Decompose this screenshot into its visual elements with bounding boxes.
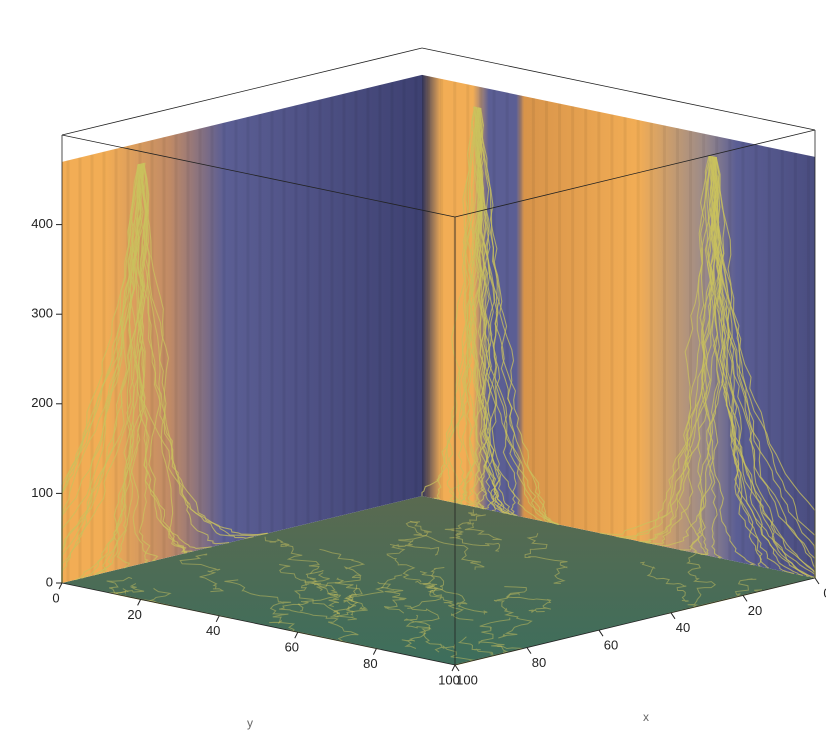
surface-trace — [457, 107, 479, 506]
x-tick — [598, 629, 604, 637]
surface-trace — [712, 156, 816, 578]
surface-trace — [401, 614, 430, 649]
z-tick-label: 400 — [31, 216, 53, 231]
y-tick — [372, 648, 377, 655]
box-edge — [454, 577, 816, 666]
x-tick-label: 80 — [532, 655, 546, 670]
z-tick-label: 300 — [31, 306, 53, 321]
surface-trace — [61, 163, 149, 583]
surface-trace — [697, 155, 715, 556]
surface-trace — [336, 584, 368, 621]
y-tick — [294, 631, 299, 639]
surface-trace — [398, 520, 440, 556]
box-edge — [61, 47, 423, 136]
surface-trace — [697, 156, 721, 555]
surface-trace — [131, 164, 159, 562]
surface-trace — [715, 156, 769, 569]
surface-trace — [179, 553, 225, 593]
x-tick — [742, 595, 748, 602]
x-tick-label: 100 — [456, 672, 478, 687]
surface-trace — [139, 162, 230, 545]
surface-trace — [464, 509, 502, 541]
surface-trace — [278, 603, 359, 643]
surface-trace — [493, 593, 533, 639]
surface-trace — [462, 107, 492, 510]
x-tick-label: 0 — [823, 585, 826, 600]
y-tick-label: 60 — [285, 640, 299, 655]
y-tick-label: 0 — [52, 590, 59, 605]
y-tick-label: 80 — [363, 656, 377, 671]
surface-trace — [469, 106, 512, 516]
box-edge — [421, 47, 816, 131]
x-tick — [814, 577, 820, 585]
surface-trace — [130, 164, 150, 563]
surface-trace — [404, 605, 445, 653]
surface-trace — [686, 553, 717, 609]
box-frame — [61, 47, 816, 666]
surface-trace — [475, 107, 559, 525]
surface-trace — [93, 163, 148, 576]
surface-trace — [473, 107, 490, 510]
surface-trace — [343, 574, 403, 616]
surface-trace — [475, 106, 550, 523]
x-tick-label: 60 — [604, 638, 618, 653]
z-tick-label: 200 — [31, 395, 53, 410]
y-tick — [58, 582, 63, 590]
surface-trace — [698, 155, 757, 566]
surface-trace — [316, 548, 366, 592]
y-tick-label: 20 — [127, 607, 141, 622]
surface — [62, 74, 815, 665]
surface-trace — [504, 586, 552, 613]
surface-trace — [75, 163, 148, 581]
surface-trace — [143, 162, 186, 554]
surface-trace — [415, 580, 488, 615]
surface-trace — [642, 156, 718, 543]
box-edge — [454, 129, 816, 218]
y-tick-label: 40 — [206, 623, 220, 638]
surface-trace — [474, 107, 560, 526]
surface-trace — [142, 162, 188, 554]
surface-trace — [279, 563, 340, 615]
surface-trace — [264, 536, 320, 574]
surface-trace — [297, 572, 338, 612]
y-tick — [137, 599, 142, 606]
floor — [62, 496, 815, 665]
surface-trace — [224, 579, 292, 624]
surface-trace — [450, 107, 478, 504]
x-tick — [670, 612, 676, 620]
surface-trace — [386, 543, 422, 583]
x-axis-title: x — [643, 710, 649, 724]
surface-traces — [61, 106, 816, 666]
z-tick-label: 100 — [31, 485, 53, 500]
x-tick — [526, 647, 532, 654]
axes: 0 100 200 300 400 0 20 40 60 80 100 0 20 40 60 80 100 — [31, 216, 826, 687]
box-edge — [61, 134, 456, 218]
surface-trace — [473, 106, 559, 525]
y-tick — [215, 615, 220, 623]
surface-trace — [471, 106, 543, 522]
x-tick — [454, 664, 460, 672]
surface-trace — [407, 566, 445, 609]
surface-trace — [709, 155, 816, 579]
back-wall-left — [62, 74, 422, 583]
surface-trace — [467, 106, 518, 517]
surface-trace — [433, 106, 476, 500]
z-tick-label: 0 — [46, 574, 53, 589]
box-edge — [61, 582, 456, 666]
y-axis-title: y — [247, 716, 253, 730]
surface-trace — [524, 533, 568, 584]
surface-trace — [405, 521, 485, 570]
y-tick-label: 100 — [438, 672, 460, 687]
surface-trace — [715, 157, 816, 578]
x-tick-label: 40 — [676, 620, 690, 635]
y-tick — [451, 664, 456, 672]
surface-trace — [677, 155, 711, 555]
surface-trace — [475, 107, 512, 516]
surface-trace — [305, 569, 342, 608]
surface-trace — [640, 561, 689, 602]
x-tick-label: 20 — [748, 603, 762, 618]
